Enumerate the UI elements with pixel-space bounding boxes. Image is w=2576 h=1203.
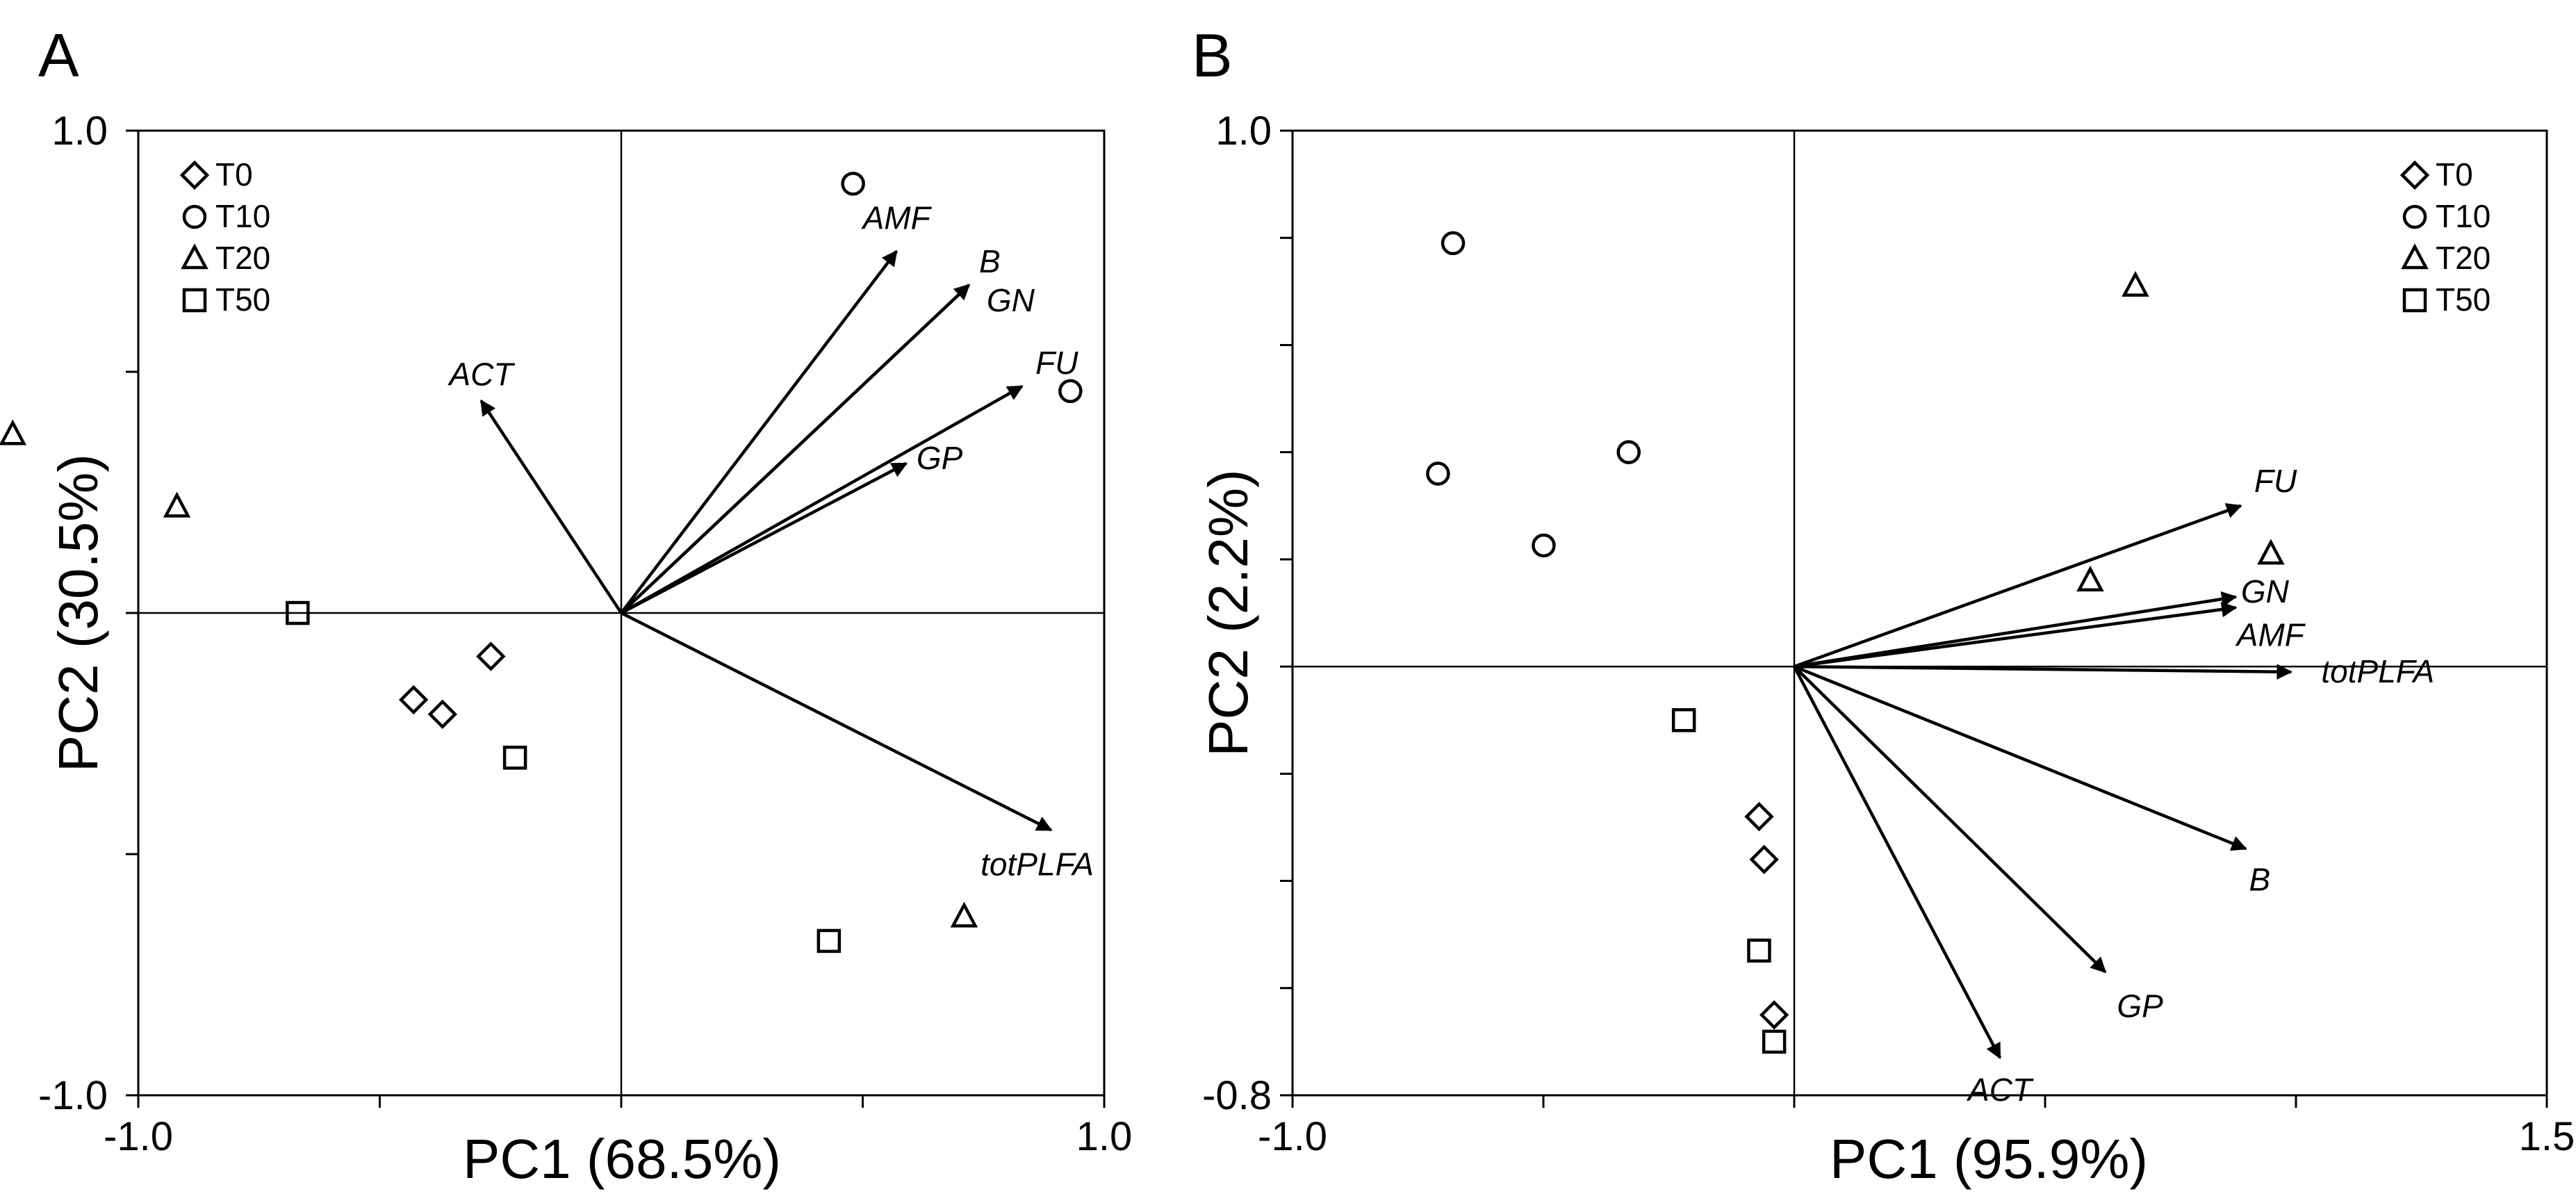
point-T20 (163, 491, 191, 518)
point-T0 (427, 699, 458, 729)
legend-marker-T20 (181, 243, 208, 270)
point-T10 (841, 172, 865, 196)
legend-marker-T20 (2401, 243, 2429, 270)
loading-label-GN: GN (987, 282, 1035, 318)
legend-marker-T10 (2402, 204, 2427, 229)
point-T50 (502, 745, 527, 770)
legend-label-T10: T10 (215, 198, 270, 234)
point-T10 (1441, 231, 1466, 256)
loading-arrow-FU (620, 384, 1024, 614)
loading-arrow-GP (620, 461, 908, 614)
loading-label-AMF: AMF (861, 200, 933, 236)
point-T50 (286, 600, 310, 625)
loading-label-GP: GP (917, 440, 963, 476)
point-T50 (1747, 938, 1771, 963)
loading-arrow-GN (620, 284, 971, 614)
legend-label-T50: T50 (2436, 281, 2491, 318)
point-T0 (476, 641, 506, 671)
loading-arrow-GP (1793, 665, 2107, 974)
y-tick-label: 1.0 (1215, 108, 1272, 154)
legend-label-T50: T50 (215, 281, 270, 318)
loading-arrow-GN (1794, 591, 2238, 669)
point-T50 (817, 928, 842, 954)
point-T50 (1762, 1029, 1787, 1054)
legend-marker-T50 (182, 288, 207, 313)
loading-label-ACT: ACT (447, 357, 515, 393)
point-T20 (2257, 539, 2285, 565)
legend-marker-T0 (179, 160, 210, 190)
loading-arrow-ACT (479, 399, 623, 614)
point-T20 (2122, 270, 2149, 297)
y-tick-label: -0.8 (1202, 1073, 1272, 1118)
x-tick-label: 1.0 (1076, 1114, 1133, 1159)
y-tick-label: -1.0 (38, 1073, 108, 1118)
y-axis-title: PC2 (30.5%) (47, 454, 109, 772)
y-axis-title: PC2 (2.2%) (1197, 469, 1259, 756)
point-T0 (1759, 1000, 1789, 1030)
legend-label-T0: T0 (2436, 156, 2473, 193)
point-T20 (950, 901, 978, 928)
legend-label-T20: T20 (215, 240, 270, 276)
loading-label-B: B (979, 243, 1001, 279)
loading-label-ACT: ACT (1966, 1072, 2034, 1108)
legend-label-T20: T20 (2436, 240, 2491, 276)
panel-letter: B (1192, 21, 1233, 90)
point-T10 (1058, 379, 1083, 404)
legend-label-T10: T10 (2436, 198, 2491, 234)
loading-label-totPLFA: totPLFA (981, 846, 1094, 882)
legend-label-T0: T0 (215, 156, 253, 193)
panel-a: A -1.0 1.0 1.0 -1.0 PC1 (68.5%) PC2 (30.5%) AMF… (0, 21, 1556, 1190)
loading-arrow-AMF (1794, 601, 2238, 669)
point-T0 (398, 685, 429, 715)
loading-label-FU: FU (1035, 345, 1078, 381)
plot-frame (1291, 129, 2548, 1097)
legend-marker-T0 (2399, 160, 2430, 190)
loading-arrow-totPLFA (1794, 664, 2293, 680)
loading-label-totPLFA: totPLFA (2321, 653, 2434, 689)
point-T50 (1671, 707, 1696, 733)
x-tick-label: -1.0 (104, 1114, 173, 1159)
x-tick-label: 1.5 (2519, 1114, 2575, 1159)
point-T20 (0, 419, 27, 445)
loading-label-B: B (2249, 861, 2270, 897)
loading-arrow-ACT (1793, 666, 2002, 1060)
legend-marker-T50 (2402, 288, 2427, 313)
loading-arrow-FU (1794, 503, 2242, 669)
loading-label-AMF: AMF (2235, 616, 2306, 653)
loading-arrow-totPLFA (620, 611, 1053, 832)
loading-arrow-B (1794, 665, 2247, 851)
loading-arrow-AMF (620, 249, 898, 614)
point-T20 (2076, 565, 2104, 591)
panel-b: B -1.0 1.5 1.0 -0.8 PC1 (95.9%) PC2 (2.2%) FU GN… (1192, 21, 2575, 1190)
legend-marker-T10 (182, 204, 207, 229)
loading-label-GN: GN (2241, 573, 2290, 609)
loading-label-GP: GP (2117, 988, 2163, 1024)
point-T10 (1426, 461, 1450, 486)
point-T0 (1749, 844, 1779, 874)
y-tick-label: 1.0 (51, 108, 108, 154)
point-T0 (1744, 801, 1774, 832)
point-T10 (1616, 440, 1641, 464)
x-axis-title: PC1 (95.9%) (1830, 1128, 2148, 1190)
panel-letter: A (38, 21, 79, 90)
point-T10 (1532, 533, 1556, 558)
x-axis-title: PC1 (68.5%) (463, 1128, 781, 1190)
loading-label-FU: FU (2254, 463, 2297, 499)
x-tick-label: -1.0 (1258, 1114, 1327, 1159)
